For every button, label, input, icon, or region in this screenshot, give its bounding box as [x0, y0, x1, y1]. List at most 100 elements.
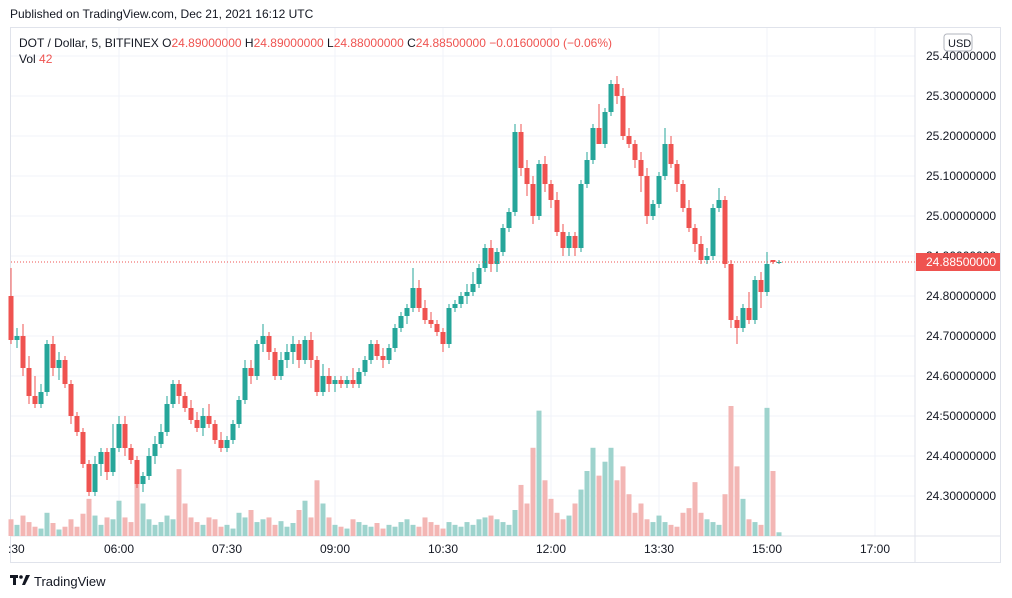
candle-body — [146, 456, 152, 476]
volume-bar — [128, 522, 134, 536]
volume-bar — [200, 524, 206, 536]
candle-body — [218, 440, 224, 448]
volume-bar — [392, 526, 398, 536]
volume-bar — [320, 503, 326, 536]
candle — [722, 196, 728, 268]
candle — [284, 344, 290, 368]
x-tick-label: 13:30 — [644, 542, 674, 556]
candle — [8, 268, 14, 344]
candle — [272, 348, 278, 380]
volume-bar — [314, 480, 320, 536]
candle — [170, 380, 176, 408]
candle-body — [734, 320, 740, 328]
volume-bar — [374, 523, 380, 536]
candle — [224, 436, 230, 452]
candle-body — [8, 296, 14, 340]
volume-bar — [662, 522, 668, 536]
x-tick-label: 15:00 — [752, 542, 782, 556]
candle — [338, 376, 344, 388]
high-label: H — [244, 36, 254, 50]
volume-bar — [26, 522, 32, 536]
x-tick-label: 09:00 — [320, 542, 350, 556]
x-tick-label: 07:30 — [212, 542, 242, 556]
x-tick-label: 06:00 — [104, 542, 134, 556]
volume-bar — [674, 526, 680, 536]
candle-body — [596, 128, 602, 144]
candle-body — [56, 360, 62, 368]
candle — [176, 380, 182, 404]
volume-bar — [158, 522, 164, 536]
candle — [68, 380, 74, 424]
volume-bar — [632, 512, 638, 536]
candle-body — [488, 248, 494, 264]
candle — [614, 76, 620, 104]
candle — [212, 420, 218, 444]
volume-bar — [218, 526, 224, 536]
candle — [98, 448, 104, 476]
candle — [92, 456, 98, 496]
candle-body — [320, 376, 326, 392]
candle-body — [458, 296, 464, 304]
candle-body — [662, 144, 668, 176]
candle — [398, 312, 404, 332]
volume-bar — [308, 517, 314, 536]
candle — [44, 340, 50, 396]
candle — [656, 172, 662, 208]
candle-body — [50, 344, 56, 368]
volume-bar — [476, 519, 482, 536]
candle-body — [314, 360, 320, 392]
candle — [626, 128, 632, 148]
candle — [686, 200, 692, 232]
y-tick-label: 25.00000000 — [926, 209, 996, 223]
candle-body — [686, 208, 692, 228]
candle-body — [422, 308, 428, 320]
candle-body — [260, 336, 266, 344]
volume-bar — [266, 517, 272, 536]
candle — [80, 428, 86, 468]
volume-bar — [734, 466, 740, 536]
candle — [470, 272, 476, 296]
candle — [458, 292, 464, 308]
candle — [362, 356, 368, 376]
volume-bar — [758, 524, 764, 536]
volume-bar — [608, 447, 614, 536]
candle-body — [38, 392, 44, 404]
candle — [128, 444, 134, 464]
candle — [32, 376, 38, 408]
y-tick-label: 24.70000000 — [926, 329, 996, 343]
volume-bar — [32, 526, 38, 536]
volume-bar — [356, 522, 362, 536]
candle-body — [110, 448, 116, 472]
candle-body — [638, 160, 644, 176]
candle-body — [470, 284, 476, 292]
volume-bar — [686, 508, 692, 536]
candle-body — [410, 288, 416, 308]
candle-body — [206, 416, 212, 424]
candle — [692, 224, 698, 252]
candle-body — [236, 400, 242, 424]
candle — [20, 324, 26, 376]
x-tick-label: 17:00 — [860, 542, 890, 556]
published-text: Published on TradingView.com, Dec 21, 20… — [10, 7, 314, 21]
volume-bar — [260, 519, 266, 536]
volume-bar — [170, 519, 176, 536]
grid-lines — [10, 27, 1001, 563]
candle-body — [626, 136, 632, 144]
candle-body — [644, 176, 650, 216]
candle-body — [656, 176, 662, 204]
candle-body — [140, 476, 146, 484]
candle — [86, 460, 92, 496]
volume-bar — [20, 515, 26, 536]
candle — [410, 268, 416, 312]
y-tick-label: 24.30000000 — [926, 489, 996, 503]
candle-body — [770, 260, 776, 262]
candle — [14, 328, 20, 348]
candle-body — [758, 280, 764, 292]
candle — [326, 368, 332, 392]
candle-body — [752, 280, 758, 320]
candle-body — [620, 96, 626, 136]
candle-body — [464, 292, 470, 296]
candle — [404, 304, 410, 324]
candle — [308, 332, 314, 368]
